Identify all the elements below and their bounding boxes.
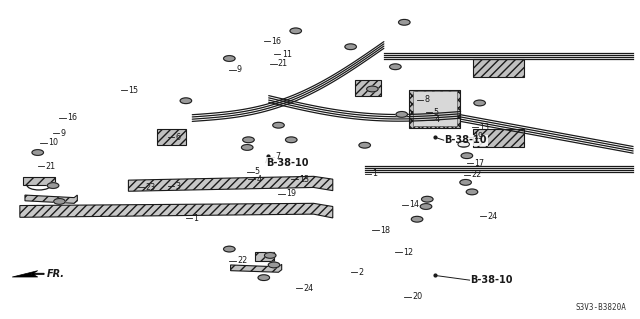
Text: 24: 24 <box>303 284 314 293</box>
Circle shape <box>474 100 485 106</box>
Polygon shape <box>413 91 458 126</box>
Text: 7: 7 <box>275 152 280 161</box>
Circle shape <box>243 137 254 143</box>
Circle shape <box>273 122 284 128</box>
Text: 2: 2 <box>358 268 364 277</box>
Circle shape <box>32 150 44 155</box>
Text: 24: 24 <box>487 211 497 220</box>
Circle shape <box>367 86 378 92</box>
Circle shape <box>258 275 269 280</box>
Polygon shape <box>157 129 186 145</box>
Text: 9: 9 <box>237 65 242 74</box>
Polygon shape <box>12 271 44 277</box>
Circle shape <box>54 198 65 204</box>
Polygon shape <box>255 252 274 261</box>
Circle shape <box>264 253 276 258</box>
Text: 20: 20 <box>412 292 422 301</box>
Text: 16: 16 <box>67 113 77 122</box>
Text: 22: 22 <box>237 256 247 265</box>
Circle shape <box>180 98 191 104</box>
Text: 16: 16 <box>271 37 282 46</box>
Text: 18: 18 <box>380 226 390 234</box>
Text: 17: 17 <box>474 159 484 168</box>
Text: 1: 1 <box>372 169 378 178</box>
Text: 21: 21 <box>45 162 56 171</box>
Text: 19: 19 <box>286 189 296 198</box>
Text: 11: 11 <box>282 49 292 59</box>
Circle shape <box>420 204 432 209</box>
Circle shape <box>461 153 472 159</box>
Polygon shape <box>129 176 333 191</box>
Circle shape <box>467 189 477 195</box>
Text: 5: 5 <box>434 108 439 117</box>
Text: 5: 5 <box>255 167 260 176</box>
Circle shape <box>268 262 280 268</box>
Polygon shape <box>473 129 524 147</box>
Text: 19: 19 <box>473 132 483 141</box>
Polygon shape <box>23 177 55 185</box>
Polygon shape <box>473 59 524 77</box>
Text: S3V3-B3820A: S3V3-B3820A <box>575 303 627 312</box>
Circle shape <box>412 216 423 222</box>
Circle shape <box>223 56 235 61</box>
Text: 14: 14 <box>410 200 419 209</box>
Circle shape <box>290 28 301 34</box>
Circle shape <box>359 142 371 148</box>
Circle shape <box>223 246 235 252</box>
Text: 9: 9 <box>61 129 66 138</box>
Text: B-38-10: B-38-10 <box>445 136 487 145</box>
Circle shape <box>458 141 469 147</box>
Text: 3: 3 <box>175 182 180 191</box>
Text: 12: 12 <box>403 248 413 257</box>
Polygon shape <box>230 264 282 272</box>
Text: B-38-10: B-38-10 <box>470 275 513 285</box>
Text: 10: 10 <box>48 138 58 147</box>
Circle shape <box>47 183 59 189</box>
Text: 13: 13 <box>479 122 490 132</box>
Text: 15: 15 <box>129 86 138 95</box>
Text: 21: 21 <box>278 59 288 68</box>
Circle shape <box>345 44 356 50</box>
Text: 8: 8 <box>425 95 429 104</box>
Circle shape <box>422 196 433 202</box>
Circle shape <box>285 137 297 143</box>
Text: 1: 1 <box>193 214 198 223</box>
Text: 4: 4 <box>435 115 440 124</box>
Polygon shape <box>20 203 333 218</box>
Circle shape <box>390 64 401 70</box>
Circle shape <box>396 112 408 117</box>
Circle shape <box>241 145 253 150</box>
Text: FR.: FR. <box>47 269 65 279</box>
Text: 22: 22 <box>471 170 482 179</box>
Text: 23: 23 <box>146 183 156 192</box>
Text: 13: 13 <box>299 175 309 184</box>
Text: B-38-10: B-38-10 <box>266 158 308 168</box>
Polygon shape <box>355 80 381 96</box>
Polygon shape <box>25 195 77 203</box>
Circle shape <box>399 19 410 25</box>
Circle shape <box>460 180 471 185</box>
Polygon shape <box>410 90 461 128</box>
Text: 6: 6 <box>175 133 180 142</box>
Text: 4: 4 <box>256 175 261 184</box>
